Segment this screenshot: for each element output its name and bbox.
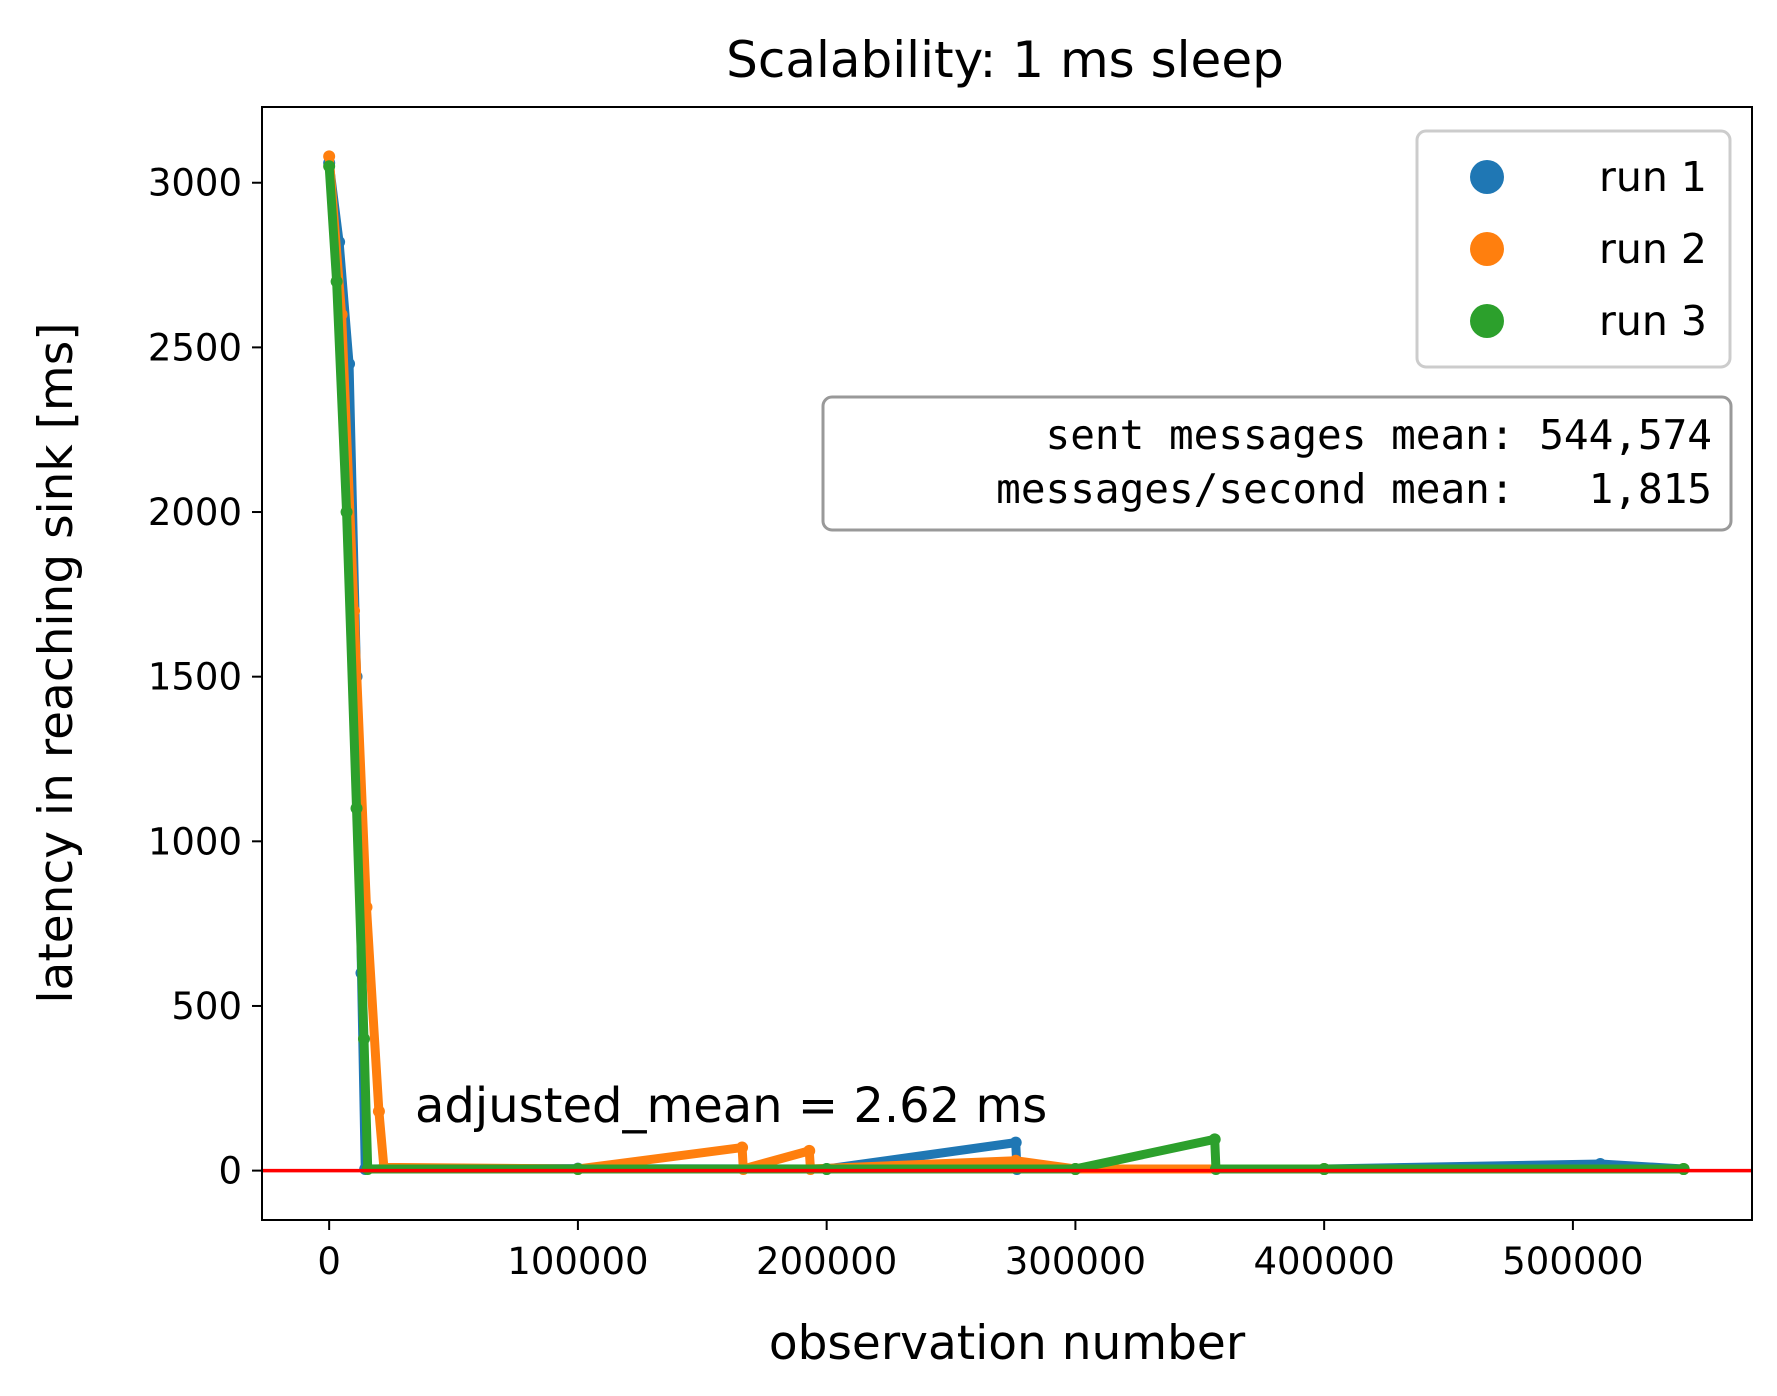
y-tick-label: 2500 bbox=[148, 326, 242, 369]
legend-marker bbox=[1470, 160, 1504, 194]
y-tick-label: 2000 bbox=[148, 491, 242, 534]
data-point bbox=[372, 1105, 385, 1118]
x-tick-label: 100000 bbox=[507, 1240, 648, 1283]
x-tick-label: 300000 bbox=[1005, 1240, 1146, 1283]
stats-box: sent messages mean: 544,574 messages/sec… bbox=[821, 395, 1733, 532]
adjusted-mean-annotation: adjusted_mean = 2.62 ms bbox=[415, 1078, 1047, 1134]
data-point bbox=[1009, 1154, 1022, 1167]
y-axis: 0 500 1000 1500 2000 2500 3000 bbox=[148, 162, 262, 1193]
data-point bbox=[803, 1144, 816, 1157]
x-tick-label: 400000 bbox=[1254, 1240, 1395, 1283]
data-point bbox=[340, 506, 353, 519]
legend-marker bbox=[1470, 232, 1504, 266]
legend-label: run 3 bbox=[1599, 297, 1707, 345]
x-tick-label: 500000 bbox=[1502, 1240, 1643, 1283]
data-point bbox=[350, 802, 363, 815]
data-point bbox=[323, 150, 336, 163]
plot-area bbox=[262, 150, 1752, 1175]
axes-frame bbox=[261, 106, 1753, 1221]
x-axis-label: observation number bbox=[769, 1316, 1246, 1371]
y-tick-label: 3000 bbox=[148, 162, 242, 205]
legend-marker bbox=[1470, 304, 1504, 338]
stats-line-sent-messages: sent messages mean: 544,574 bbox=[996, 411, 1712, 459]
data-point bbox=[1009, 1136, 1022, 1149]
data-point bbox=[330, 275, 343, 288]
y-tick-label: 1000 bbox=[148, 820, 242, 863]
y-tick-label: 500 bbox=[171, 985, 242, 1028]
x-tick-label: 0 bbox=[317, 1240, 341, 1283]
data-point bbox=[1208, 1133, 1221, 1146]
y-tick-label: 0 bbox=[218, 1150, 242, 1193]
data-point bbox=[357, 1032, 370, 1045]
y-tick-label: 1500 bbox=[148, 656, 242, 699]
x-axis: 0 100000 200000 300000 400000 500000 bbox=[317, 1220, 1644, 1283]
stats-box-frame bbox=[821, 395, 1733, 532]
legend-label: run 2 bbox=[1599, 225, 1707, 273]
stats-line-messages-per-second: messages/second mean: 1,815 bbox=[996, 465, 1712, 513]
data-point bbox=[736, 1141, 749, 1154]
x-tick-label: 200000 bbox=[756, 1240, 897, 1283]
data-point bbox=[323, 160, 336, 173]
legend-label: run 1 bbox=[1599, 153, 1707, 201]
legend: run 1 run 2 run 3 bbox=[1415, 129, 1732, 369]
chart-title: Scalability: 1 ms sleep bbox=[726, 31, 1284, 89]
y-axis-label: latency in reaching sink [ms] bbox=[29, 322, 84, 1003]
